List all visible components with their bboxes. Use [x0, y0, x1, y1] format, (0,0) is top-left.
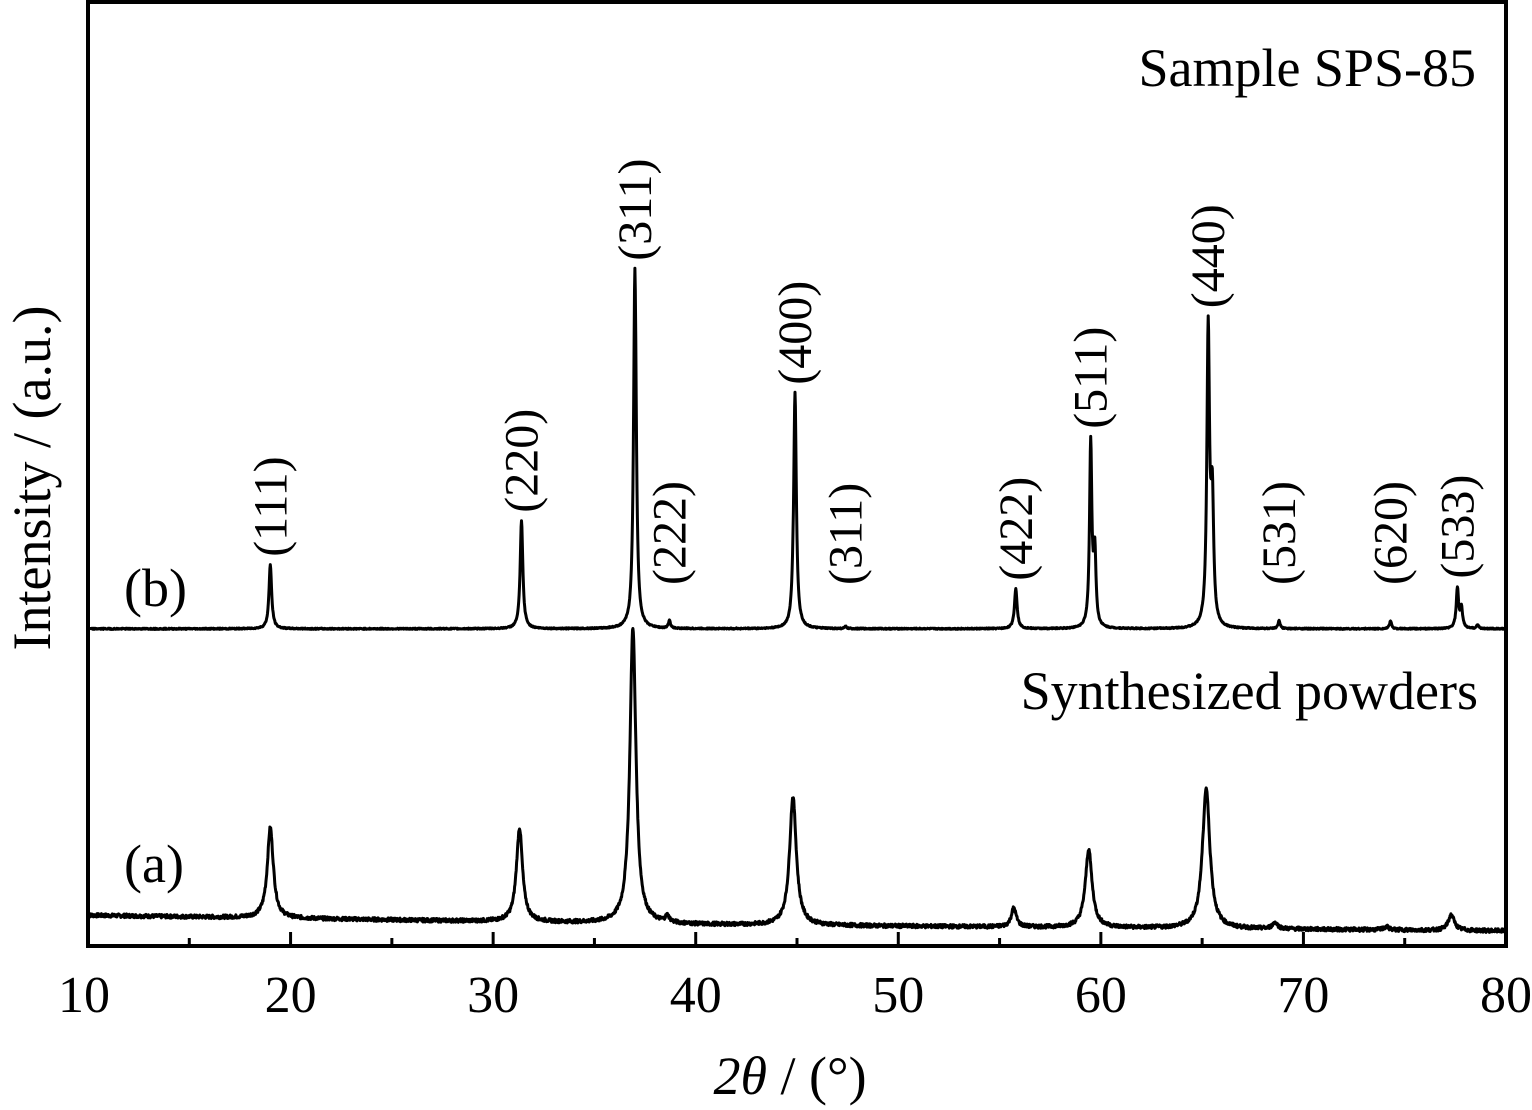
x-tick-label: 80	[1480, 967, 1532, 1024]
peak-label: (400)	[769, 281, 822, 385]
peak-label: (422)	[990, 477, 1043, 581]
series-tag-b: (b)	[124, 558, 187, 618]
y-axis-title: Intensity / (a.u.)	[2, 306, 62, 651]
series-tag-a: (a)	[124, 834, 184, 894]
xrd-curve-sps85	[86, 266, 1508, 631]
x-axis-title: 2θ / (°)	[713, 1046, 866, 1106]
x-tick-label: 20	[265, 967, 317, 1024]
x-tick-label: 60	[1075, 967, 1127, 1024]
series-name-sps85: Sample SPS-85	[1138, 38, 1476, 98]
x-axis-title-var: 2θ	[713, 1046, 767, 1106]
x-tick-label: 40	[670, 967, 722, 1024]
peak-label: (222)	[643, 481, 696, 585]
peak-label: (111)	[244, 456, 297, 556]
peak-label: (220)	[496, 409, 549, 513]
peak-label: (511)	[1065, 327, 1118, 429]
series-name-powders: Synthesized powders	[1021, 661, 1478, 721]
x-axis-ticks: 10 20 30 40 50 60 70 80	[58, 932, 1532, 1024]
xrd-curve-synthesized-powders	[86, 627, 1508, 934]
peak-annotations: (111) (220) (311) (222) (400) (311) (422) (511)…	[244, 159, 1484, 585]
peak-label: (531)	[1253, 481, 1306, 585]
x-tick-label: 30	[467, 967, 519, 1024]
peak-label: (620)	[1365, 481, 1418, 585]
x-tick-label: 50	[872, 967, 924, 1024]
x-axis-title-unit: / (°)	[767, 1046, 867, 1106]
x-tick-label: 10	[58, 967, 110, 1024]
peak-label: (533)	[1431, 475, 1484, 579]
peak-label: (440)	[1182, 204, 1235, 308]
peak-label: (311)	[609, 159, 662, 261]
peak-label: (311)	[820, 483, 873, 585]
x-tick-label: 70	[1277, 967, 1329, 1024]
series-layer	[86, 266, 1508, 934]
